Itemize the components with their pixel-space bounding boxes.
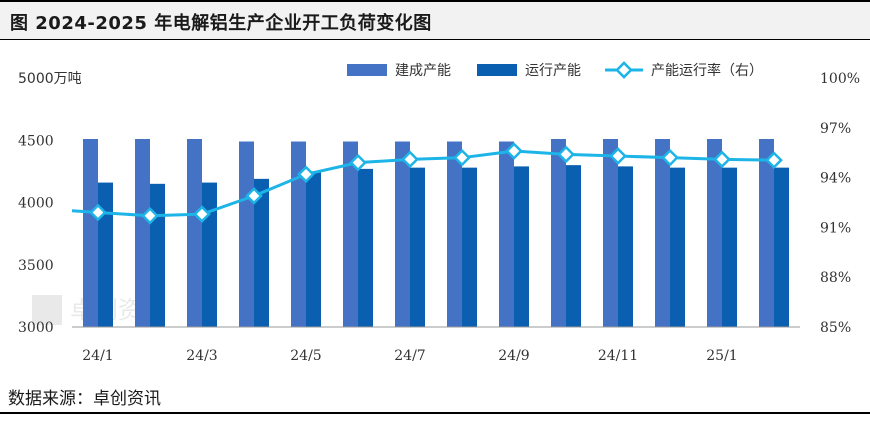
bar-built — [239, 141, 254, 327]
bar-running — [202, 182, 217, 327]
rate-marker — [89, 203, 107, 222]
x-tick: 24/5 — [290, 348, 321, 364]
y-right-tick: 100% — [820, 71, 860, 87]
y-right-tick: 91% — [820, 220, 851, 236]
bar-built — [135, 139, 150, 327]
bar-built — [447, 141, 462, 327]
bar-running — [98, 182, 113, 327]
legend-label-rate: 产能运行率（右） — [651, 62, 763, 79]
y-right-tick: 94% — [820, 171, 851, 187]
bottom-rule — [0, 412, 870, 414]
title-bar: 图 2024-2025 年电解铝生产企业开工负荷变化图 — [0, 0, 870, 40]
bar-running — [150, 183, 165, 327]
bar-running — [306, 171, 321, 327]
x-tick: 24/3 — [186, 348, 217, 364]
bar-built — [551, 139, 566, 327]
bar-built — [759, 139, 774, 327]
y-left-unit: 5000万吨 — [18, 71, 82, 87]
rate-marker — [193, 205, 211, 223]
legend-label-built: 建成产能 — [395, 63, 451, 79]
chart-title: 图 2024-2025 年电解铝生产企业开工负荷变化图 — [10, 13, 432, 34]
x-tick: 24/7 — [394, 348, 425, 364]
bar-running — [774, 167, 789, 327]
rate-marker — [401, 150, 419, 169]
bar-running — [462, 167, 477, 327]
rate-marker — [765, 151, 783, 170]
rate-marker — [349, 153, 367, 172]
bar-built — [707, 139, 722, 327]
bar-running — [618, 166, 633, 327]
bar-built — [603, 139, 618, 327]
bar-built — [343, 141, 358, 327]
legend-marker-rate — [615, 61, 633, 79]
rate-marker — [505, 142, 523, 160]
bar-running — [514, 166, 529, 327]
x-tick: 24/11 — [598, 348, 638, 364]
rate-marker — [453, 148, 471, 167]
rate-marker — [661, 148, 679, 167]
legend-swatch-built — [347, 64, 387, 76]
bar-built — [655, 139, 670, 327]
bar-running — [410, 167, 425, 327]
legend-swatch-running — [477, 64, 517, 76]
y-right-tick: 85% — [820, 320, 851, 336]
chart: 卓创资讯 5000万吨300035004000450085%88%91%94%9… — [18, 61, 860, 364]
x-tick: 24/9 — [498, 348, 529, 364]
legend-label-running: 运行产能 — [525, 63, 581, 79]
x-tick: 25/1 — [706, 348, 737, 364]
data-source: 数据来源：卓创资讯 — [8, 389, 161, 409]
rate-marker — [141, 206, 159, 225]
bar-running — [670, 167, 685, 327]
bar-built — [83, 139, 98, 327]
rate-marker — [713, 150, 731, 169]
rate-marker — [245, 187, 263, 205]
rate-marker — [557, 145, 575, 164]
bar-running — [722, 167, 737, 327]
y-right-tick: 97% — [820, 121, 851, 137]
bar-running — [254, 178, 269, 327]
bar-running — [566, 165, 581, 327]
bar-built — [291, 141, 306, 327]
rate-marker — [297, 165, 315, 184]
y-right-tick: 88% — [820, 270, 851, 286]
bar-built — [499, 141, 514, 327]
legend: 建成产能 运行产能 产能运行率（右） — [347, 61, 763, 79]
bar-built — [187, 139, 202, 327]
y-left-tick: 4500 — [18, 133, 54, 149]
bar-running — [358, 168, 373, 327]
y-left-tick: 4000 — [18, 196, 54, 212]
bar-built — [395, 141, 410, 327]
rate-marker — [609, 147, 627, 165]
y-left-tick: 3000 — [18, 320, 54, 336]
x-tick: 24/1 — [82, 348, 113, 364]
y-left-tick: 3500 — [18, 258, 54, 274]
